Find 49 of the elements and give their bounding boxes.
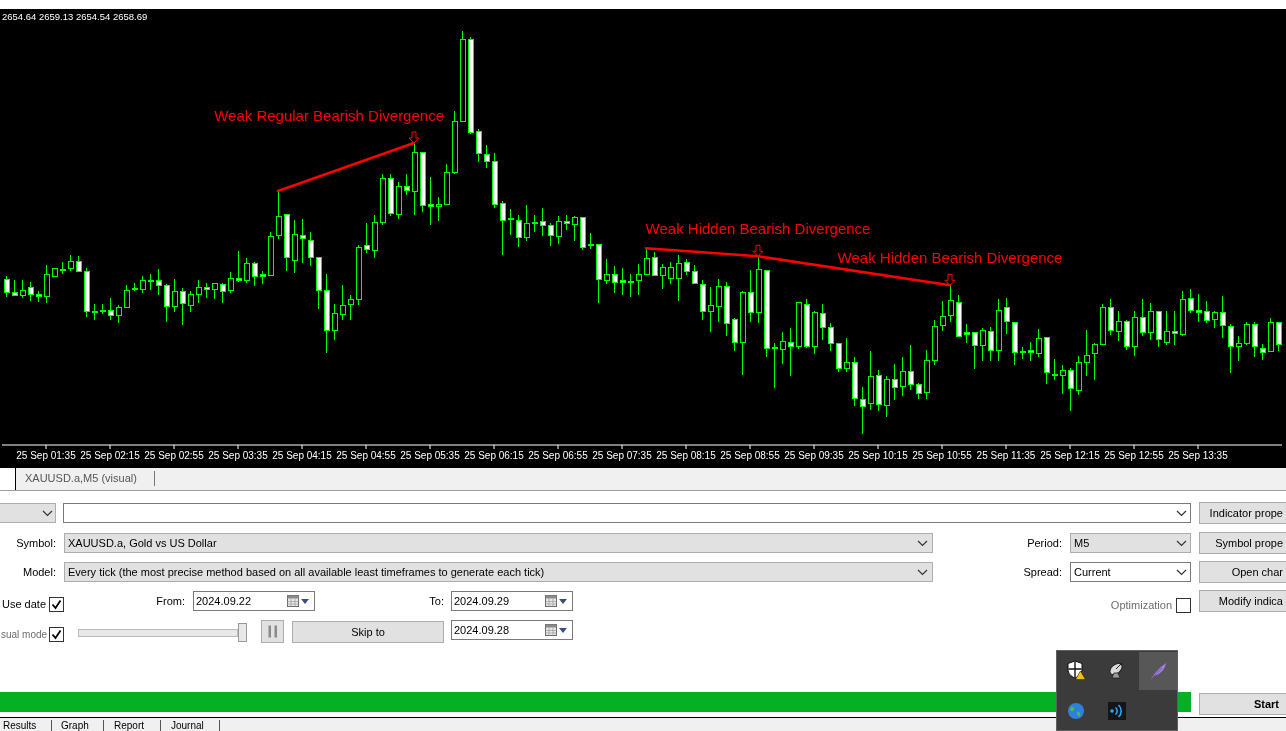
text: Modify indica — [1218, 594, 1283, 608]
x-tick-label: 25 Sep 07:35 — [592, 450, 653, 461]
text: Symbol: — [16, 536, 56, 550]
x-tick-label: 25 Sep 01:35 — [16, 450, 77, 461]
text: Indicator prope — [1209, 506, 1283, 520]
x-tick-label: 25 Sep 06:15 — [464, 450, 525, 461]
x-tick-label: 25 Sep 11:35 — [976, 450, 1036, 461]
text: M5 — [1074, 536, 1090, 550]
x-tick-label: 25 Sep 10:15 — [848, 450, 909, 461]
text: 2654.64 2659.13 2654.54 2658.69 — [2, 11, 148, 23]
text: 2024.09.22 — [196, 594, 252, 608]
text: Graph — [61, 718, 89, 731]
x-tick-label: 25 Sep 02:15 — [80, 450, 141, 461]
x-tick-label: 25 Sep 10:55 — [912, 450, 973, 461]
text: Open char — [1231, 565, 1283, 579]
annotation: Weak Regular Bearish Divergence — [214, 107, 444, 125]
text: Every tick (the most precise method based on all available least timeframes to generate each tick) — [68, 565, 545, 579]
text: XAUUSD.a,M5 (visual) — [25, 471, 137, 485]
x-tick-label: 25 Sep 05:35 — [400, 450, 461, 461]
text: 2024.09.28 — [454, 623, 510, 637]
x-tick-label: 25 Sep 06:55 — [528, 450, 589, 461]
x-tick-label: 25 Sep 12:55 — [1104, 450, 1165, 461]
x-tick-label: 25 Sep 09:35 — [784, 450, 845, 461]
text: Period: — [1027, 536, 1062, 550]
text: From: — [156, 594, 185, 608]
x-tick-label: 25 Sep 13:35 — [1168, 450, 1229, 461]
text: Results — [3, 718, 37, 731]
text: Model: — [22, 565, 56, 579]
annotation: Weak Hidden Bearish Divergence — [645, 220, 871, 238]
text: XAUUSD.a, Gold vs US Dollar — [68, 536, 217, 550]
text: 2024.09.29 — [454, 594, 510, 608]
text: Spread: — [1023, 565, 1062, 579]
x-tick-label: 25 Sep 04:15 — [272, 450, 333, 461]
text: Report — [114, 718, 145, 731]
text: Optimization — [1110, 598, 1172, 612]
text: Journal — [171, 718, 204, 731]
x-tick-label: 25 Sep 12:15 — [1040, 450, 1101, 461]
x-tick-label: 25 Sep 02:55 — [144, 450, 205, 461]
text: Use date — [2, 597, 47, 611]
text: sual mode — [1, 627, 48, 641]
text: Skip to — [351, 625, 385, 639]
x-tick-label: 25 Sep 03:35 — [208, 450, 269, 461]
text: Symbol prope — [1215, 536, 1283, 550]
x-tick-label: 25 Sep 04:55 — [336, 450, 397, 461]
text: Start — [1253, 697, 1279, 711]
text: Current — [1074, 565, 1111, 579]
text: To: — [429, 594, 444, 608]
x-tick-label: 25 Sep 08:55 — [720, 450, 781, 461]
x-tick-label: 25 Sep 08:15 — [656, 450, 717, 461]
